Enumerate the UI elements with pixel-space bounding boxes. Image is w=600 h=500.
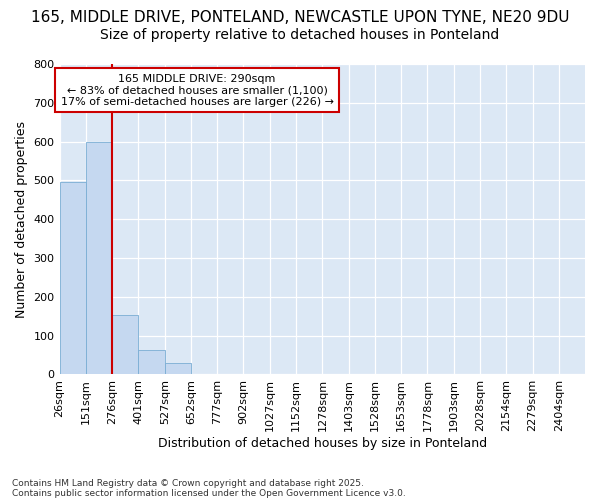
Bar [86, 142, 112, 374]
Y-axis label: Number of detached properties: Number of detached properties [15, 120, 28, 318]
Bar [112, 316, 138, 374]
Text: Size of property relative to detached houses in Ponteland: Size of property relative to detached ho… [100, 28, 500, 42]
Bar [165, 362, 191, 374]
X-axis label: Distribution of detached houses by size in Ponteland: Distribution of detached houses by size … [158, 437, 487, 450]
Bar [138, 350, 165, 374]
Bar [59, 182, 86, 374]
Text: Contains public sector information licensed under the Open Government Licence v3: Contains public sector information licen… [12, 488, 406, 498]
Text: 165, MIDDLE DRIVE, PONTELAND, NEWCASTLE UPON TYNE, NE20 9DU: 165, MIDDLE DRIVE, PONTELAND, NEWCASTLE … [31, 10, 569, 25]
Text: Contains HM Land Registry data © Crown copyright and database right 2025.: Contains HM Land Registry data © Crown c… [12, 478, 364, 488]
Text: 165 MIDDLE DRIVE: 290sqm
← 83% of detached houses are smaller (1,100)
17% of sem: 165 MIDDLE DRIVE: 290sqm ← 83% of detach… [61, 74, 334, 107]
